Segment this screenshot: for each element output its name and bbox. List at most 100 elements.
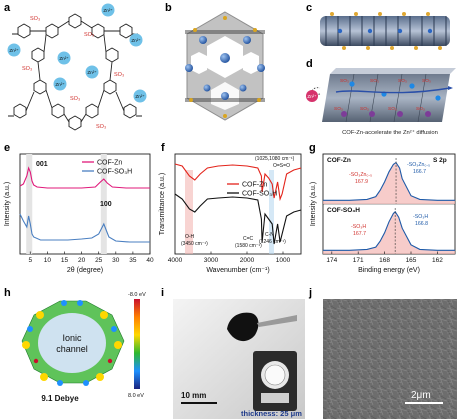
fit-fill xyxy=(323,211,455,254)
series-line xyxy=(174,193,302,245)
x-tick-label: 168 xyxy=(379,257,390,264)
subplot-title: COF-SO₃H xyxy=(327,207,360,214)
legend-label: COF-SO₃H xyxy=(242,191,277,198)
panel-label-g: g xyxy=(309,142,316,154)
panel-label-d: d xyxy=(306,58,313,70)
so-band-highlight xyxy=(269,170,274,254)
annotation: 167.9 xyxy=(355,179,368,185)
zn-ion-label: Zn²⁺ xyxy=(131,38,141,43)
spectrum-line xyxy=(323,210,455,251)
zn-ion-label: Zn²⁺ xyxy=(87,70,97,75)
cof-side-view xyxy=(320,12,450,50)
x-axis-label: 2θ (degree) xyxy=(67,267,103,274)
dipole-moment: 9.1 Debye xyxy=(41,394,79,403)
oh-band-highlight xyxy=(185,170,193,254)
x-tick-label: 10 xyxy=(44,257,52,264)
panel-label-h: h xyxy=(4,287,11,299)
x-axis-label: Wavenumber (cm⁻¹) xyxy=(206,267,269,274)
peak-label: 100 xyxy=(100,201,112,208)
x-tick-label: 35 xyxy=(129,257,137,264)
x-tick-label: 174 xyxy=(326,257,337,264)
panel-i: i 10 mm thickness: 25 μm xyxy=(155,285,307,420)
series-line xyxy=(19,166,150,189)
annotation: -SO₃Zn₀.₅ xyxy=(407,162,430,168)
x-tick-label: 30 xyxy=(112,257,120,264)
thickness-label: thickness: 25 μm xyxy=(241,409,302,418)
so3-label: SO₃ xyxy=(340,78,349,84)
annotation: 166.8 xyxy=(415,221,428,227)
so3-label: SO₃ xyxy=(370,78,379,84)
x-tick-label: 1000 xyxy=(276,257,291,264)
panel-h: h Ionic channel 9.1 Debye -8.0 eV 8.0 eV xyxy=(0,285,150,420)
so3-label: SO₃ xyxy=(422,78,431,84)
scale-bottom-label: 8.0 eV xyxy=(128,393,144,399)
annotation: O-H xyxy=(185,234,195,240)
annotation: C-N xyxy=(265,232,274,238)
peak-highlight xyxy=(26,154,33,254)
ionic-channel xyxy=(38,313,106,373)
panel-label-a: a xyxy=(4,2,11,14)
peak-label: 001 xyxy=(36,161,48,168)
xrd-chart: 5 10 15 20 25 30 35 40 Intensity (a.u.) 2θ (deg… xyxy=(4,153,154,274)
zn-ion-label: Zn²⁺ xyxy=(307,94,317,99)
so3-label: SO₃ xyxy=(388,106,397,112)
peak-highlight xyxy=(100,154,107,254)
x-tick-label: 25 xyxy=(95,257,103,264)
scale-top-label: -8.0 eV xyxy=(128,292,146,298)
panel-j: j 2μm xyxy=(307,285,459,420)
zn-ion-label: Zn²⁺ xyxy=(135,94,145,99)
annotation: (1025,1080 cm⁻¹) xyxy=(255,156,295,162)
panel-d: d SO₃ SO₃ SO₃ SO₃ SO₃ SO₃ SO₃ SO₃ Zn²⁺ C… xyxy=(300,58,459,140)
zn-ion-label: Zn²⁺ xyxy=(103,8,113,13)
zn-diffusion-schematic: SO₃ SO₃ SO₃ SO₃ SO₃ SO₃ SO₃ SO₃ Zn²⁺ COF… xyxy=(306,68,456,136)
zn-ion-label: Zn²⁺ xyxy=(55,82,65,87)
channel-label: channel xyxy=(56,344,88,354)
fit-fill xyxy=(323,162,455,204)
annotation: 166.7 xyxy=(413,169,426,175)
legend-label: COF-Zn xyxy=(242,182,267,189)
panel-c: c xyxy=(300,0,459,60)
annotation: (1246 cm⁻¹) xyxy=(259,239,286,245)
so3-label: SO₃ xyxy=(22,66,32,72)
series-line xyxy=(174,163,302,202)
panel-label-f: f xyxy=(161,142,165,154)
legend-label: COF-SO₃H xyxy=(97,169,132,176)
x-tick-label: 40 xyxy=(146,257,154,264)
annotation: (1580 cm⁻¹) xyxy=(235,243,262,249)
x-axis-label: Binding energy (eV) xyxy=(358,267,420,274)
legend-label: COF-Zn xyxy=(97,160,122,167)
film-photograph: 10 mm thickness: 25 μm xyxy=(173,299,305,419)
x-tick-label: 15 xyxy=(61,257,69,264)
diffusion-caption: COF-Zn-accelerate the Zn²⁺ diffusion xyxy=(342,129,438,136)
zn-ion-label: Zn²⁺ xyxy=(59,56,69,61)
plot-frame xyxy=(19,153,151,255)
y-axis-label: Intensity (a.u.) xyxy=(310,182,317,226)
panel-f: f 4000 3000 2000 1000 Transmittance (a.u.) … xyxy=(155,140,307,275)
zn-ion-label: Zn²⁺ xyxy=(9,48,19,53)
so3-label: SO₃ xyxy=(96,124,106,130)
panel-label-e: e xyxy=(4,142,11,154)
panel-b: b xyxy=(155,0,295,135)
panel-label-b: b xyxy=(165,2,172,14)
annotation: -SO₃Zn₀.₅ xyxy=(349,172,372,178)
region-label: S 2p xyxy=(433,157,447,164)
y-axis-label: Intensity (a.u.) xyxy=(4,182,11,226)
x-tick-label: 165 xyxy=(406,257,417,264)
so3-label: SO₃ xyxy=(398,78,407,84)
x-tick-label: 4000 xyxy=(168,257,183,264)
x-tick-label: 162 xyxy=(432,257,443,264)
color-scale-bar xyxy=(134,299,140,389)
plot-frame xyxy=(174,153,302,255)
so3-label: SO₃ xyxy=(334,106,343,112)
y-axis-label: Transmittance (a.u.) xyxy=(159,173,166,235)
panel-label-i: i xyxy=(161,287,165,299)
spectrum-line xyxy=(323,161,455,201)
so3-label: SO₃ xyxy=(416,106,425,112)
so3-label: SO₃ xyxy=(70,96,80,102)
xps-chart: 174 171 168 165 162 Intensity (a.u.) Binding… xyxy=(310,153,456,274)
cof-pore-render xyxy=(185,11,265,121)
x-tick-label: 20 xyxy=(78,257,86,264)
subplot-title: COF-Zn xyxy=(327,157,351,164)
esp-map: Ionic channel 9.1 Debye -8.0 eV 8.0 eV xyxy=(21,292,146,403)
panel-g: g 174 171 168 165 162 Intensity (a.u.) Bindi… xyxy=(307,140,459,275)
